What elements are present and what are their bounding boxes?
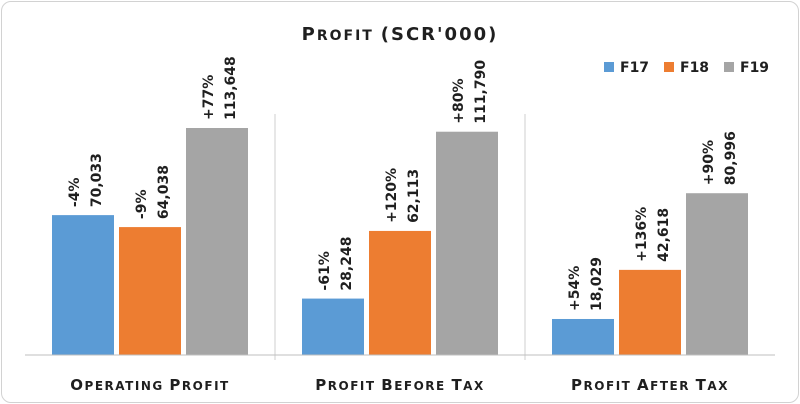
bar-f17-1 [302,298,364,355]
bar-f19-1 [436,131,498,355]
legend: F17 F18 F19 [604,60,769,76]
category-label-0: OPERATING PROFIT [70,376,229,394]
data-label-f19-1: +80% 111,790 [451,60,489,124]
legend-label-f17: F17 [620,60,649,76]
bar-f18-1 [369,230,431,355]
bar-group [52,128,748,355]
bar-f18-2 [619,269,681,355]
bar-f17-2 [552,318,614,355]
data-label-f17-0: -4% 70,033 [67,153,105,207]
data-label-f18-2: +136% 42,618 [634,207,672,262]
data-label-f17-2: +54% 18,029 [567,257,605,311]
data-label-group: -4% 70,033 -9% 64,038 +77% 113,648 -61% 28,248 +… [67,56,739,311]
data-label-f19-2: +90% 80,996 [701,131,739,185]
legend-swatch-f19 [724,62,734,72]
data-label-f19-0: +77% 113,648 [201,56,239,120]
data-label-f17-1: -61% 28,248 [317,237,355,291]
legend-label-f19: F19 [740,60,769,76]
legend-label-f18: F18 [680,60,709,76]
bar-f18-0 [119,227,181,355]
chart-title: PROFIT (SCR'000) [302,24,499,45]
bar-f19-0 [186,128,248,355]
bar-f17-0 [52,215,114,355]
category-label-1: PROFIT BEFORE TAX [315,376,484,394]
category-label-2: PROFIT AFTER TAX [571,376,729,394]
data-label-f18-0: -9% 64,038 [134,165,172,219]
bar-f19-2 [686,193,748,355]
category-labels: OPERATING PROFIT PROFIT BEFORE TAX PROFIT … [70,376,729,394]
legend-swatch-f17 [604,62,614,72]
legend-swatch-f18 [664,62,674,72]
data-label-f18-1: +120% 62,113 [384,168,422,223]
